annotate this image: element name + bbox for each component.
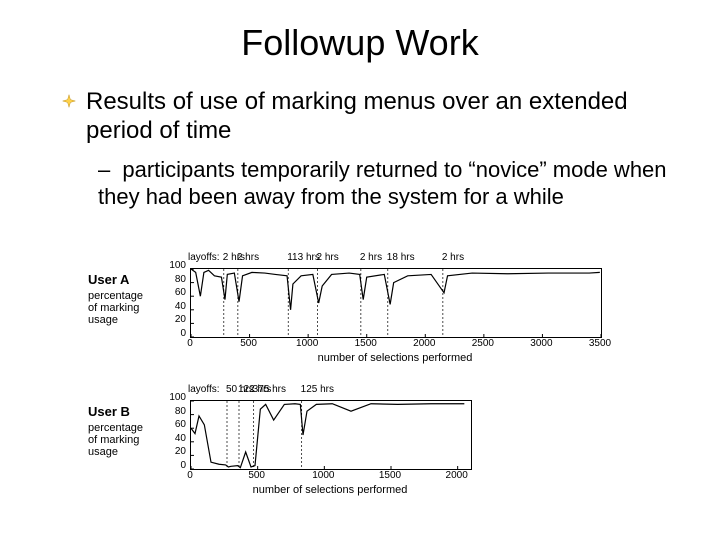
- x-ticks-a: 0500100015002000250030003500: [190, 338, 600, 350]
- bullet-row: Results of use of marking menus over an …: [62, 88, 672, 146]
- slide: Followup Work Results of use of marking …: [0, 0, 720, 540]
- x-ticks-b: 0500100015002000: [190, 470, 470, 482]
- x-axis-label-a: number of selections performed: [190, 352, 600, 364]
- y-axis-label-a: percentageof markingusage: [88, 290, 143, 326]
- dash-icon: –: [98, 157, 110, 182]
- y-axis-label-b: percentageof markingusage: [88, 422, 143, 458]
- y-ticks-b: 100806040200: [162, 398, 186, 466]
- charts-area: User A percentageof markingusage layoffs…: [90, 252, 660, 521]
- y-ticks-a: 100806040200: [162, 266, 186, 334]
- sub-bullet: – participants temporarily returned to “…: [98, 156, 672, 211]
- plot-a: [190, 268, 602, 338]
- sparkle-icon: [62, 94, 76, 108]
- bullet-text: Results of use of marking menus over an …: [86, 88, 672, 146]
- bullet-block: Results of use of marking menus over an …: [62, 88, 672, 211]
- user-a-label: User A: [88, 272, 129, 287]
- user-b-label: User B: [88, 404, 130, 419]
- chart-user-b: User B percentageof markingusage layoffs…: [90, 384, 660, 509]
- layoff-row-a: layoffs:2 hrs2 hrs113 hrs2 hrs2 hrs18 hr…: [188, 252, 598, 263]
- sub-bullet-text: participants temporarily returned to “no…: [98, 157, 667, 210]
- x-axis-label-b: number of selections performed: [190, 484, 470, 496]
- chart-user-a: User A percentageof markingusage layoffs…: [90, 252, 660, 372]
- plot-b: [190, 400, 472, 470]
- layoff-row-b: layoffs:50 hrs122 hrs375 hrs125 hrs: [188, 384, 468, 395]
- page-title: Followup Work: [0, 22, 720, 64]
